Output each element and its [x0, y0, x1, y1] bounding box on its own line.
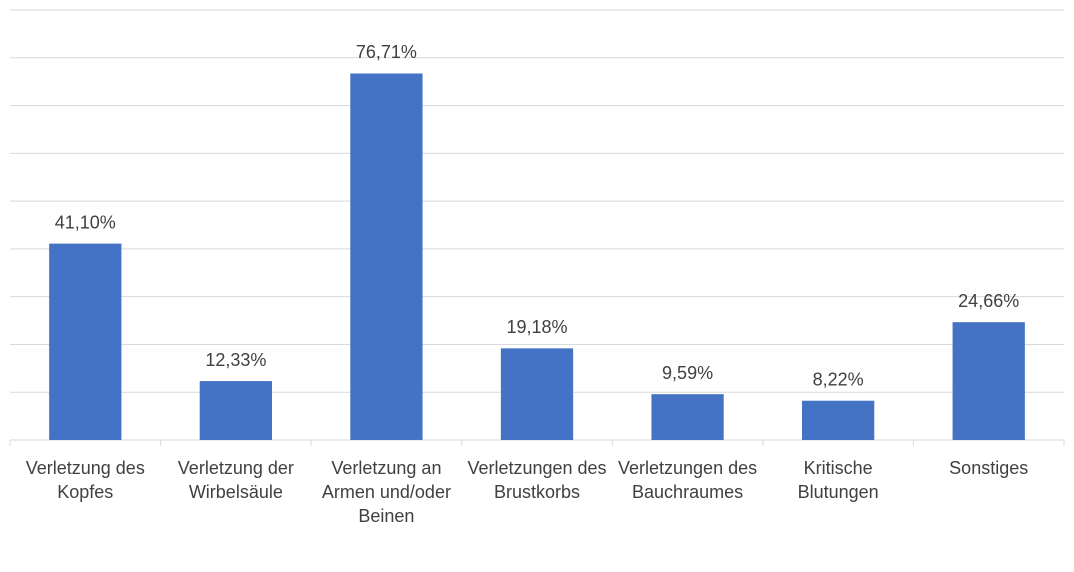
bar	[802, 400, 875, 440]
data-label: 41,10%	[55, 212, 116, 232]
x-tick-label: Kritische Blutungen	[797, 458, 879, 502]
bar	[199, 381, 272, 440]
data-label: 9,59%	[662, 363, 713, 383]
bar	[350, 73, 423, 440]
data-label: 76,71%	[356, 42, 417, 62]
data-label: 19,18%	[506, 317, 567, 337]
x-tick-label: Sonstiges	[949, 458, 1029, 478]
bar	[500, 348, 574, 440]
bar	[651, 394, 724, 440]
x-tick-label: Verletzung an Armen und/oder Beinen	[321, 458, 451, 526]
bar	[49, 243, 122, 440]
bar	[952, 322, 1025, 440]
data-label: 8,22%	[813, 369, 864, 389]
x-tick-label: Verletzung des Kopfes	[25, 458, 145, 502]
x-tick-label: Verletzungen des Bauchraumes	[618, 458, 758, 502]
data-label: 24,66%	[958, 291, 1019, 311]
data-label: 12,33%	[205, 350, 266, 370]
x-tick-label: Verletzung der Wirbelsäule	[177, 458, 294, 502]
x-tick-label: Verletzungen des Brustkorbs	[467, 458, 607, 502]
